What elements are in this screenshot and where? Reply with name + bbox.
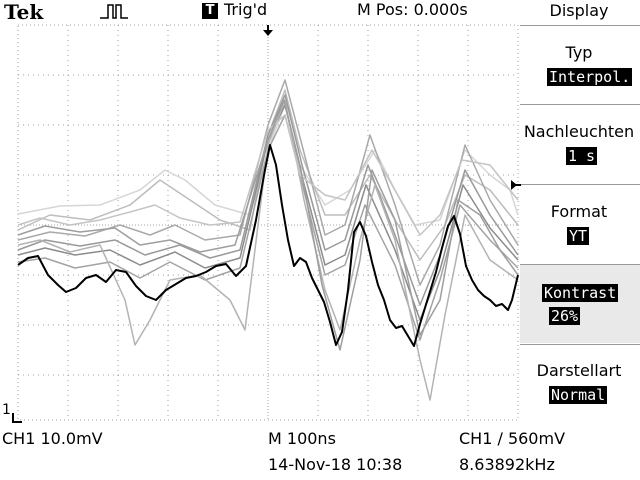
acquisition-pulse-icon xyxy=(100,4,128,19)
live-trace xyxy=(17,144,519,347)
graticule-center-axes xyxy=(18,25,518,420)
menu-item-value: YT xyxy=(567,227,590,245)
menu-item-value: 1 s xyxy=(566,147,598,165)
persist-trace xyxy=(17,99,519,401)
channel-scale-readout: CH1 10.0mV xyxy=(2,429,103,448)
menu-item-value: Normal xyxy=(549,386,608,404)
menu-divider xyxy=(520,184,640,185)
graticule-grid xyxy=(18,25,518,420)
trigger-indicator: T xyxy=(202,3,218,19)
menu-item-label: Nachleuchten xyxy=(523,122,635,141)
channel-marker: 1 xyxy=(2,402,11,418)
menu-item-nachleuchten[interactable]: Nachleuchten 1 s xyxy=(520,105,640,185)
menu-item-label: Format xyxy=(550,202,608,221)
persist-trace xyxy=(17,114,519,236)
graticule-border xyxy=(17,24,519,421)
menu-item-typ[interactable]: Typ Interpol. xyxy=(520,26,640,106)
menu-divider xyxy=(520,344,640,345)
persist-trace xyxy=(17,89,519,261)
menu-title: Display xyxy=(549,1,609,20)
menu-divider xyxy=(520,104,640,105)
persistence-traces xyxy=(17,79,519,401)
brand-logo: Tek xyxy=(4,0,44,24)
trigger-setting-readout: CH1 ∕ 560mV xyxy=(459,429,566,448)
frequency-readout: 8.63892kHz xyxy=(459,455,555,474)
ground-marker-icon xyxy=(12,413,22,423)
menu-item-value: 26% xyxy=(549,307,581,325)
menu-divider xyxy=(520,264,640,265)
timestamp-readout: 14-Nov-18 10:38 xyxy=(268,455,403,474)
menu-item-darstellart[interactable]: Darstellart Normal xyxy=(520,345,640,425)
persist-trace xyxy=(17,79,519,286)
timebase-readout: M 100ns xyxy=(268,429,336,448)
persist-trace xyxy=(17,99,519,351)
menu-item-label: Kontrast xyxy=(542,284,619,302)
menu-item-value: Interpol. xyxy=(547,68,633,86)
menu-item-label: Darstellart xyxy=(536,361,622,380)
trigger-status: Trig'd xyxy=(224,0,268,19)
horizontal-position-readout: M Pos: 0.000s xyxy=(357,0,468,19)
menu-item-format[interactable]: Format YT xyxy=(520,185,640,265)
menu-divider xyxy=(520,25,640,26)
menu-item-kontrast[interactable]: Kontrast 26% xyxy=(520,265,640,343)
persist-trace xyxy=(17,94,519,306)
menu-item-label: Typ xyxy=(565,43,593,62)
trigger-position-marker-icon xyxy=(263,30,273,36)
